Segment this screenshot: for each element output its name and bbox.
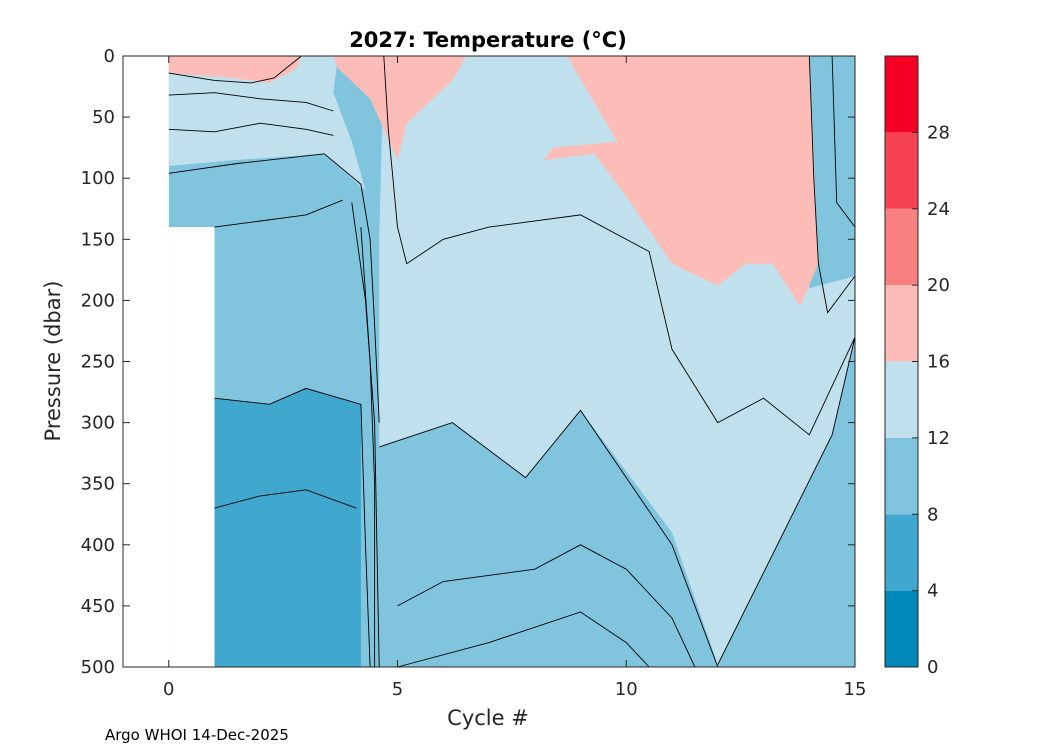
y-tick-label: 350 — [81, 474, 115, 495]
y-tick-label: 200 — [81, 290, 115, 311]
y-tick-label: 0 — [104, 46, 115, 67]
colorbar-tick-label: 24 — [927, 199, 950, 220]
colorbar-segment — [885, 132, 918, 209]
contour-band-16-20 — [168, 56, 302, 83]
y-tick-label: 250 — [81, 352, 115, 373]
colorbar-segment — [885, 437, 918, 515]
contour-line — [383, 55, 856, 436]
y-axis: 0 50 100 150 200 250 300 350 400 450 500 — [81, 46, 855, 678]
contour-band-12-16 — [168, 56, 366, 191]
contour-line — [214, 489, 357, 509]
y-tick-label: 100 — [81, 168, 115, 189]
colorbar-tick-label: 4 — [927, 581, 938, 602]
contour-line — [397, 611, 650, 668]
colorbar-tick-label: 28 — [927, 122, 950, 143]
y-tick-label: 500 — [81, 657, 115, 678]
contour-line — [168, 55, 302, 84]
y-tick-label: 400 — [81, 535, 115, 556]
colorbar-segment — [885, 514, 918, 591]
y-tick-label: 150 — [81, 229, 115, 250]
x-axis-label: Cycle # — [447, 706, 529, 730]
chart-title: 2027: Temperature (°C) — [349, 28, 627, 52]
contour-line — [214, 387, 371, 668]
colorbar-tick-label: 20 — [927, 275, 950, 296]
contour-line — [168, 122, 334, 136]
colorbar-tick-label: 8 — [927, 504, 938, 525]
x-tick-label: 0 — [163, 679, 174, 700]
x-tick-label: 10 — [615, 679, 638, 700]
contour-line — [168, 92, 334, 112]
y-tick-label: 300 — [81, 413, 115, 434]
x-tick-label: 15 — [844, 679, 867, 700]
colorbar-segment — [885, 208, 918, 286]
colorbar: 0 4 8 12 16 20 24 28 — [884, 55, 950, 678]
colorbar-tick-label: 16 — [927, 352, 950, 373]
x-axis: 0 5 10 15 — [163, 56, 866, 700]
x-tick-label: 5 — [392, 679, 403, 700]
contour-line — [360, 227, 376, 667]
colorbar-segment — [885, 361, 918, 438]
colorbar-segment — [885, 285, 918, 362]
contour-line — [831, 55, 856, 228]
colorbar-tick-label: 12 — [927, 428, 950, 449]
contour-band-8-12 — [370, 410, 718, 667]
contour-line — [379, 409, 719, 668]
y-tick-label: 50 — [92, 107, 115, 128]
contour-line — [351, 202, 380, 668]
contour-band-16-20 — [333, 56, 467, 160]
y-tick-label: 450 — [81, 596, 115, 617]
colorbar-tick-label: 0 — [927, 657, 938, 678]
colorbar-segment — [885, 56, 918, 133]
colorbar-segment — [885, 590, 918, 667]
contour-line — [214, 199, 343, 228]
contour-line — [397, 544, 696, 668]
contour-line — [168, 153, 380, 423]
no-data-region — [168, 227, 215, 667]
contour-line — [717, 336, 856, 665]
contour-band-4-8 — [214, 388, 361, 667]
no-data-region — [123, 56, 169, 667]
footer-credit: Argo WHOI 14-Dec-2025 — [105, 726, 289, 744]
contour-band-16-20 — [543, 56, 819, 307]
plot-area — [123, 55, 856, 668]
contour-line — [808, 55, 856, 314]
y-axis-label: Pressure (dbar) — [41, 281, 65, 442]
